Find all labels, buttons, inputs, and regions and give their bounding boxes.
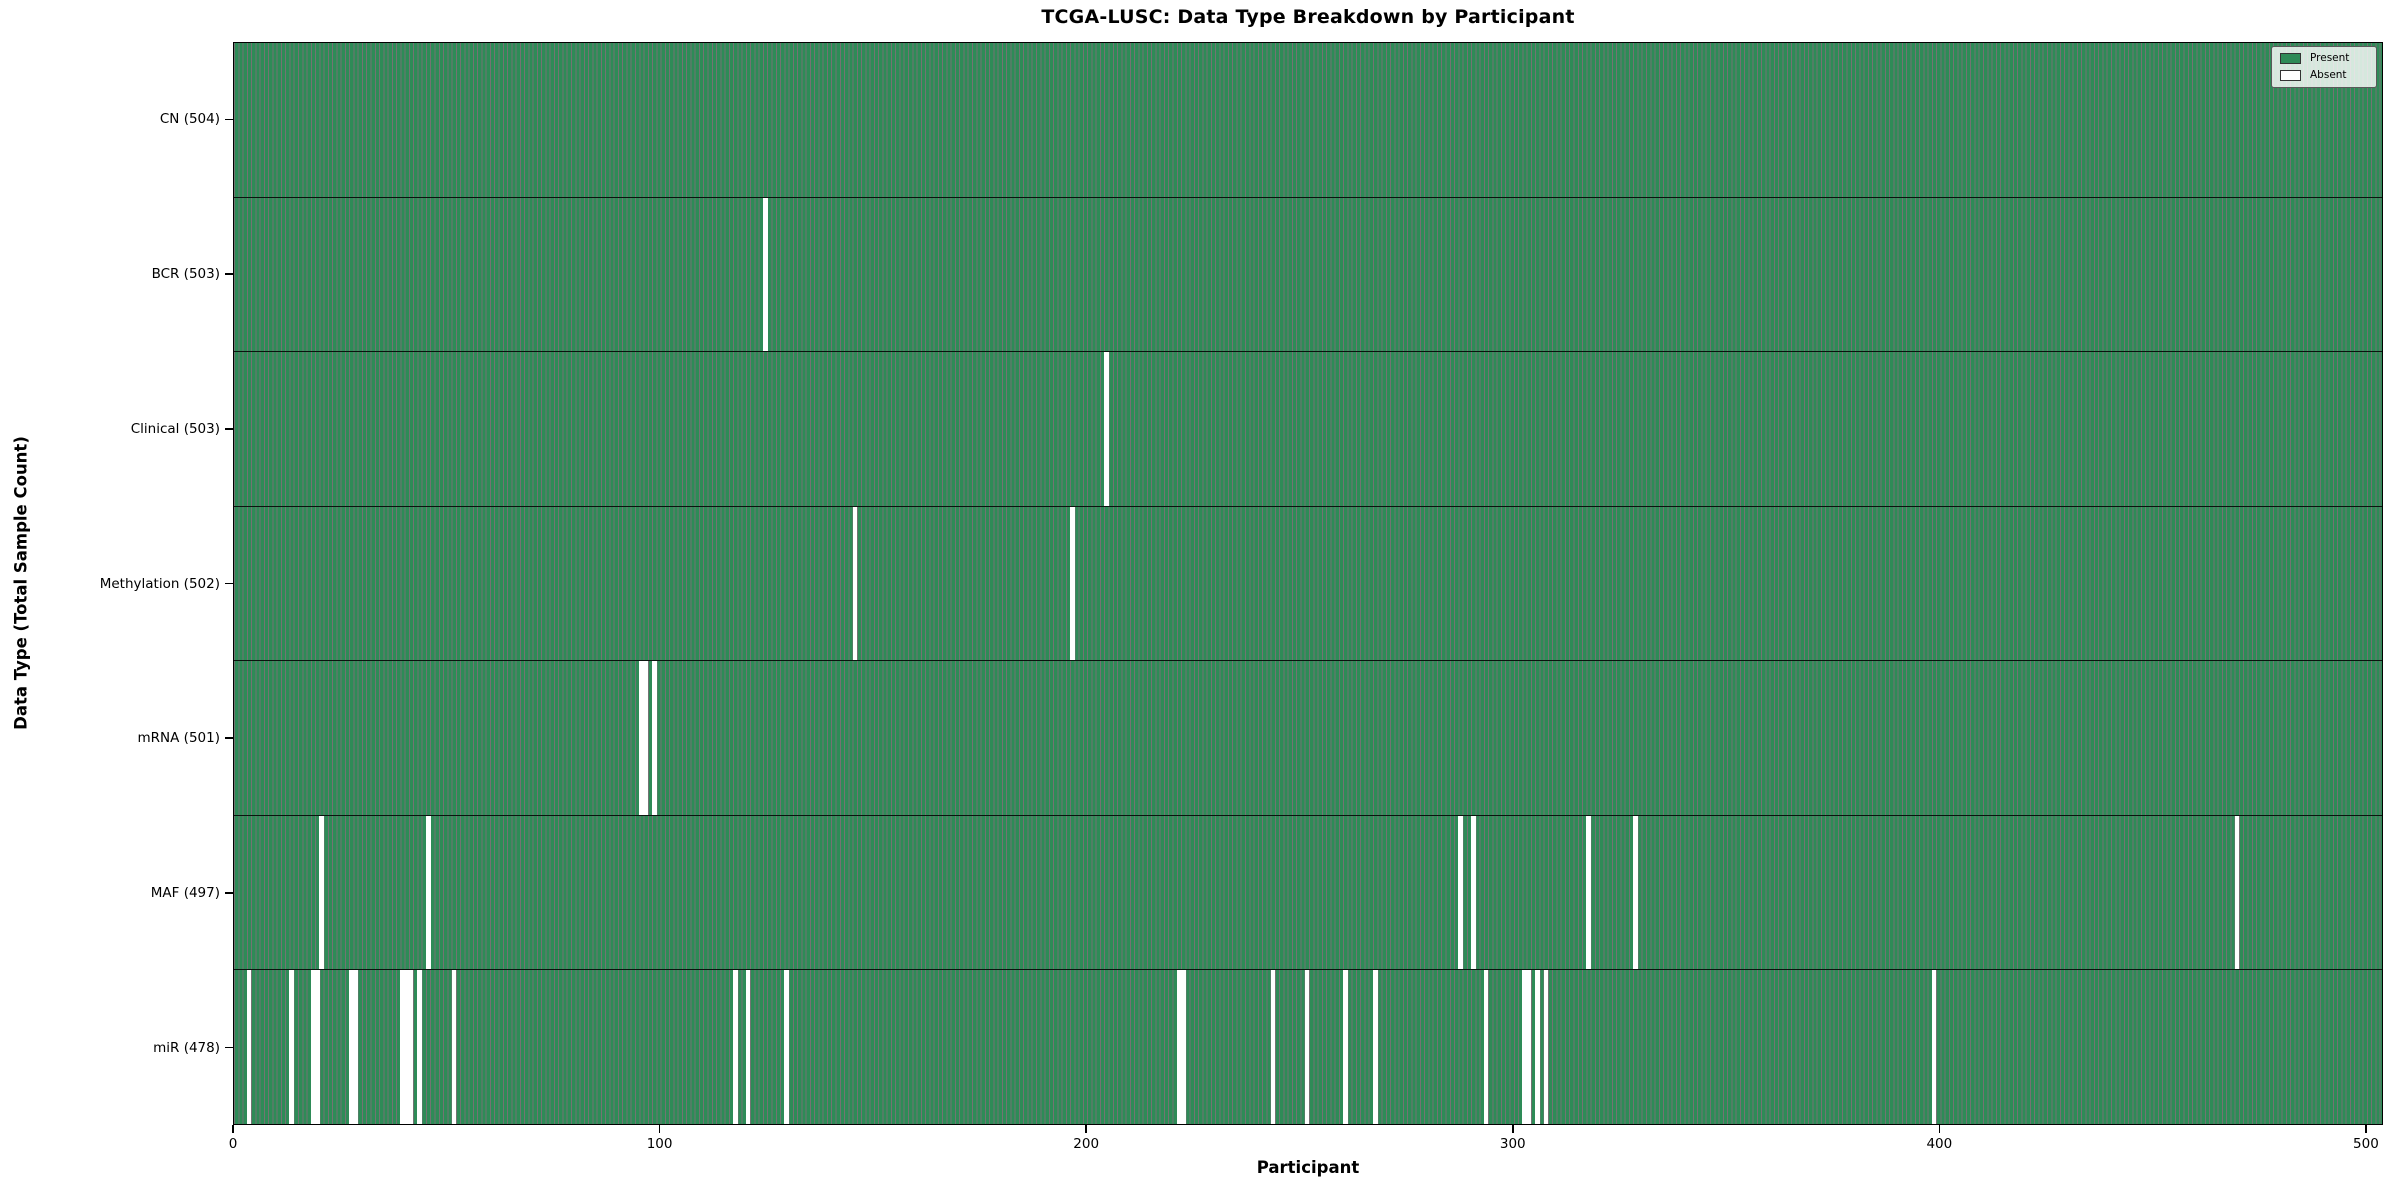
x-tick: [658, 1125, 661, 1133]
legend-label-absent: Absent: [2310, 69, 2347, 82]
x-tick-label: 0: [228, 1136, 238, 1152]
y-tick-label-Methylation: Methylation (502): [99, 575, 220, 592]
absent-stripe: [1483, 970, 1489, 1125]
absent-swatch-icon: [2280, 70, 2301, 81]
x-tick-label: 400: [1926, 1136, 1953, 1152]
absent-stripe: [400, 970, 405, 1125]
y-tick: [225, 582, 233, 585]
absent-stripe: [1543, 970, 1549, 1125]
absent-stripe: [1304, 970, 1310, 1125]
y-tick: [225, 273, 233, 275]
absent-stripe: [852, 506, 858, 661]
absent-stripe: [1458, 815, 1463, 970]
absent-stripe: [643, 661, 649, 815]
absent-stripe: [451, 970, 457, 1125]
y-tick-label-Clinical: Clinical (503): [130, 420, 220, 437]
absent-stripe: [1070, 506, 1075, 661]
absent-stripe: [310, 970, 316, 1125]
legend: Present Absent: [2271, 46, 2377, 88]
data-row-MAF: [234, 814, 2382, 970]
x-tick-label: 300: [1499, 1136, 1526, 1152]
absent-stripe: [417, 970, 422, 1125]
present-swatch-icon: [2280, 53, 2301, 64]
absent-stripe: [1526, 970, 1532, 1125]
x-tick: [1085, 1125, 1087, 1133]
y-tick-label-miR: miR (478): [153, 1039, 220, 1056]
absent-stripe: [1270, 970, 1276, 1125]
data-row-Clinical: [234, 351, 2382, 506]
x-tick: [232, 1125, 234, 1133]
absent-stripe: [1633, 815, 1638, 970]
absent-stripe: [745, 970, 751, 1125]
absent-stripe: [315, 970, 320, 1125]
x-tick-label: 500: [2353, 1136, 2379, 1152]
absent-stripe: [1181, 970, 1186, 1125]
x-tick: [1512, 1125, 1514, 1133]
legend-item-absent: Absent: [2280, 70, 2368, 81]
x-tick-label: 200: [1073, 1136, 1100, 1152]
y-tick: [225, 737, 233, 739]
y-tick-label-mRNA: mRNA (501): [137, 730, 220, 747]
absent-stripe: [784, 970, 789, 1125]
absent-stripe: [1176, 970, 1182, 1125]
y-tick-label-CN: CN (504): [159, 111, 220, 128]
absent-stripe: [349, 970, 354, 1125]
absent-stripe: [319, 815, 324, 970]
absent-stripe: [404, 970, 410, 1125]
legend-label-present: Present: [2310, 52, 2350, 65]
absent-stripe: [1586, 815, 1591, 970]
absent-stripe: [353, 970, 358, 1125]
absent-stripe: [289, 970, 295, 1125]
absent-stripe: [2234, 815, 2240, 970]
y-tick-label-MAF: MAF (497): [150, 884, 220, 901]
y-tick: [225, 428, 233, 430]
absent-stripe: [246, 970, 252, 1125]
absent-stripe: [639, 661, 644, 815]
absent-stripe: [1104, 352, 1109, 506]
data-row-miR: [234, 969, 2382, 1125]
absent-stripe: [408, 970, 414, 1125]
y-tick: [225, 1046, 233, 1049]
x-axis-title: Participant: [1256, 1158, 1360, 1177]
x-tick-label: 100: [646, 1136, 673, 1152]
absent-stripe: [1471, 815, 1476, 970]
absent-stripe: [425, 815, 431, 970]
y-tick: [225, 118, 233, 121]
y-tick-label-BCR: BCR (503): [151, 266, 220, 283]
x-tick: [1938, 1125, 1941, 1133]
plot-area: [233, 42, 2383, 1125]
absent-stripe: [1522, 970, 1527, 1125]
y-tick: [225, 892, 233, 894]
absent-stripe: [1931, 970, 1937, 1125]
absent-stripe: [1343, 970, 1348, 1125]
data-row-CN: [234, 43, 2382, 197]
data-row-BCR: [234, 196, 2382, 352]
y-axis-title: Data Type (Total Sample Count): [11, 436, 31, 730]
absent-stripe: [652, 661, 657, 815]
x-tick: [2365, 1125, 2367, 1133]
legend-item-present: Present: [2280, 53, 2368, 64]
absent-stripe: [1535, 970, 1540, 1125]
chart-title: TCGA-LUSC: Data Type Breakdown by Partic…: [1041, 6, 1575, 28]
absent-stripe: [733, 970, 738, 1125]
absent-stripe: [762, 197, 768, 352]
data-row-Methylation: [234, 505, 2382, 661]
data-row-mRNA: [234, 660, 2382, 815]
absent-stripe: [1372, 970, 1378, 1125]
